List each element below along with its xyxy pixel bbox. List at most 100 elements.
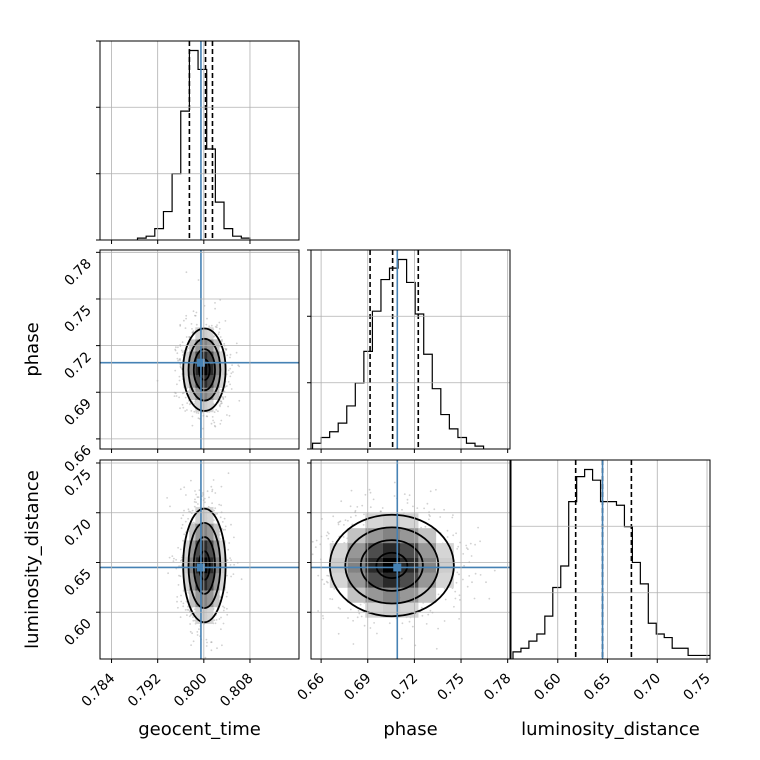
density-cell xyxy=(207,351,214,364)
sample-point xyxy=(220,628,222,631)
density-cell xyxy=(213,523,220,541)
sample-point xyxy=(214,302,216,304)
sample-point xyxy=(459,541,461,544)
sample-point xyxy=(188,510,191,513)
sample-point xyxy=(473,597,476,600)
sample-point xyxy=(179,363,182,366)
sample-point xyxy=(204,656,207,659)
sample-point xyxy=(223,342,226,345)
sample-point xyxy=(190,614,192,616)
sample-point xyxy=(187,609,190,611)
sample-point xyxy=(185,494,187,496)
sample-point xyxy=(300,515,302,517)
sample-point xyxy=(177,359,180,362)
sample-point xyxy=(214,325,217,328)
sample-point xyxy=(214,507,217,510)
sample-point xyxy=(188,336,191,339)
panel-content xyxy=(311,250,485,449)
sample-point xyxy=(454,597,457,600)
sample-point xyxy=(238,365,241,368)
sample-point xyxy=(210,324,213,327)
sample-point xyxy=(227,381,230,383)
sample-point xyxy=(208,325,211,328)
sample-point xyxy=(204,501,206,504)
sample-point xyxy=(183,319,185,322)
density-cell xyxy=(195,523,202,541)
density-cell xyxy=(189,363,196,376)
sample-point xyxy=(412,505,414,508)
sample-point xyxy=(463,564,465,567)
sample-point xyxy=(331,540,334,543)
sample-point xyxy=(393,481,396,484)
sample-point xyxy=(217,410,219,413)
density-cell xyxy=(219,573,226,591)
sample-point xyxy=(420,526,422,529)
sample-point xyxy=(474,543,476,546)
density-cell xyxy=(207,540,214,558)
sample-point xyxy=(233,536,235,539)
sample-point xyxy=(339,520,342,523)
sample-point xyxy=(229,383,232,386)
sample-point xyxy=(240,578,243,581)
sample-point xyxy=(215,326,218,329)
sample-point xyxy=(198,489,201,492)
sample-point xyxy=(216,512,219,515)
sample-point xyxy=(203,497,206,500)
sample-point xyxy=(393,495,396,497)
density-cell xyxy=(347,587,366,603)
sample-point xyxy=(213,424,216,427)
density-cell xyxy=(195,506,202,524)
density-cell xyxy=(207,327,214,340)
sample-point xyxy=(452,534,455,537)
sample-point xyxy=(195,311,198,314)
density-cell xyxy=(207,607,214,624)
contour-level-3 xyxy=(187,337,222,402)
sample-point xyxy=(197,417,200,420)
sample-point xyxy=(187,591,190,594)
sample-point xyxy=(446,536,449,538)
sample-point xyxy=(230,372,233,375)
sample-point xyxy=(222,622,225,625)
density-cell xyxy=(201,540,208,558)
density-cell xyxy=(189,540,196,558)
sample-point xyxy=(212,419,215,422)
sample-point xyxy=(363,624,366,627)
sample-point xyxy=(465,544,468,547)
density-cell xyxy=(382,528,401,544)
sample-point xyxy=(187,347,190,350)
sample-point xyxy=(337,632,340,635)
density-cell xyxy=(189,523,196,541)
sample-point xyxy=(213,335,216,337)
sample-point xyxy=(186,608,189,611)
sample-point xyxy=(180,349,183,352)
sample-point xyxy=(218,404,221,407)
sample-point xyxy=(323,583,326,585)
panel-2d-geocent_time-vs-luminosity_distance xyxy=(99,459,300,660)
sample-point xyxy=(228,542,231,544)
panel-content xyxy=(136,41,251,240)
sample-point xyxy=(329,598,331,600)
x-tick-label: 0.75 xyxy=(435,671,468,704)
histogram-step xyxy=(136,49,251,240)
sample-point xyxy=(224,396,227,398)
sample-point xyxy=(179,548,182,551)
sample-point xyxy=(193,501,196,503)
sample-point xyxy=(178,375,181,378)
density-cell xyxy=(213,351,220,364)
density-cell xyxy=(219,557,226,574)
sample-point xyxy=(180,366,182,369)
sample-point xyxy=(456,571,459,574)
sample-point xyxy=(226,385,228,387)
density-cell xyxy=(213,573,220,591)
sample-point xyxy=(212,479,215,481)
panel-background xyxy=(311,250,510,449)
sample-point xyxy=(356,616,359,619)
density-cell xyxy=(195,375,202,388)
density-cell xyxy=(195,573,202,591)
sample-point xyxy=(232,371,234,373)
sample-point xyxy=(189,623,192,625)
panel-border xyxy=(99,459,300,660)
x-tick-label: 0.792 xyxy=(125,671,165,711)
sample-point xyxy=(227,472,230,475)
